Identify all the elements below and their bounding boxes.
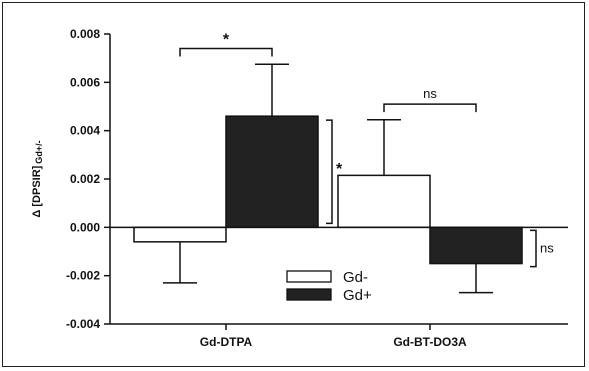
y-tick-label: 0.008 bbox=[70, 27, 100, 41]
y-tick-label: -0.004 bbox=[66, 317, 100, 331]
bar-Gd--Gd-BT-DO3A bbox=[337, 174, 431, 229]
x-axis: Gd-DTPA Gd-BT-DO3A bbox=[110, 323, 568, 349]
y-tick-label: 0.006 bbox=[70, 75, 100, 89]
y-axis-label-main: Δ [DPSIR] bbox=[31, 165, 43, 217]
legend: Gd-Gd+ bbox=[286, 269, 372, 304]
legend-swatch-Gd- bbox=[286, 270, 332, 283]
significance-label: ns bbox=[423, 86, 437, 101]
legend-swatch-Gd+ bbox=[286, 288, 332, 301]
y-axis: -0.004 -0.002 0.000 0.002 0.004 0.006 0.008 bbox=[66, 27, 111, 331]
x-tick-label: Gd-BT-DO3A bbox=[393, 335, 467, 349]
bar-Gd+-Gd-DTPA bbox=[225, 115, 319, 229]
significance-label: ns bbox=[540, 240, 554, 255]
bars bbox=[133, 115, 523, 265]
legend-label-Gd+: Gd+ bbox=[343, 287, 372, 304]
significance-bracket bbox=[326, 119, 333, 225]
significance-label: * bbox=[223, 32, 230, 49]
significance-annotations: * ns * ns bbox=[179, 32, 554, 268]
y-tick-label: 0.000 bbox=[70, 220, 100, 234]
bar-Gd+-Gd-BT-DO3A bbox=[429, 226, 523, 265]
y-axis-label: Δ [DPSIR] Gd+/- bbox=[31, 140, 44, 217]
y-tick-label: -0.002 bbox=[66, 269, 100, 283]
y-tick-label: 0.004 bbox=[70, 124, 100, 138]
error-bars bbox=[163, 63, 493, 294]
legend-label-Gd-: Gd- bbox=[343, 269, 368, 286]
bar-Gd--Gd-DTPA bbox=[133, 226, 227, 243]
x-tick-label: Gd-DTPA bbox=[200, 335, 253, 349]
significance-label: * bbox=[336, 161, 343, 178]
significance-bracket bbox=[179, 47, 273, 57]
significance-bracket bbox=[383, 103, 477, 113]
y-axis-label-subscript: Gd+/- bbox=[34, 140, 44, 163]
significance-bracket bbox=[530, 229, 537, 268]
y-tick-label: 0.002 bbox=[70, 172, 100, 186]
